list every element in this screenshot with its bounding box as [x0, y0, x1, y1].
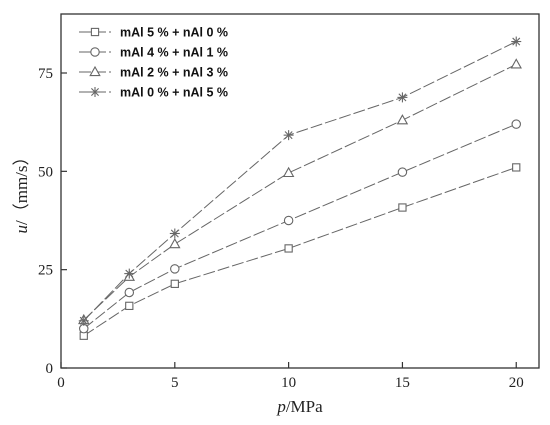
data-point-circle: [397, 167, 408, 177]
data-point-triangle: [282, 166, 295, 178]
legend-item: mAl 5 % + nAl 0 %: [79, 26, 228, 40]
legend-label: mAl 5 % + nAl 0 %: [120, 26, 228, 40]
series-square: [79, 163, 521, 340]
x-axis-title: p/MPa: [276, 397, 323, 416]
series-line: [83, 41, 517, 322]
data-point-triangle: [510, 58, 522, 69]
series-line: [83, 63, 517, 321]
series-line: [83, 123, 517, 330]
data-point-asterisk: [124, 268, 135, 279]
data-point-triangle: [169, 237, 181, 249]
data-point-square: [170, 279, 179, 288]
legend-marker-square: [90, 27, 100, 37]
x-tick-label: 20: [509, 375, 524, 391]
legend-marker-triangle: [89, 65, 101, 77]
y-axis-title: u/（mm/s）: [12, 148, 31, 233]
legend-item: mAl 2 % + nAl 3 %: [79, 66, 228, 80]
data-point-asterisk: [397, 92, 408, 103]
data-point-asterisk: [511, 36, 522, 47]
data-point-circle: [511, 119, 521, 129]
x-tick-label: 15: [395, 375, 410, 391]
x-tick-label: 5: [171, 375, 179, 391]
legend-label: mAl 4 % + nAl 1 %: [120, 46, 228, 60]
x-tick-label: 0: [57, 375, 65, 391]
series-asterisk: [78, 36, 522, 326]
data-point-asterisk: [169, 228, 180, 239]
axis-ticks: [60, 72, 517, 369]
series-layer: [78, 36, 522, 340]
legend: mAl 5 % + nAl 0 % mAl 4 % + nAl 1 % mAl 2 …: [79, 26, 228, 100]
y-tick-label: 25: [38, 263, 53, 279]
data-point-square: [125, 301, 134, 311]
legend-item: mAl 0 % + nAl 5 %: [79, 86, 228, 100]
y-tick-label: 75: [38, 66, 53, 82]
data-point-square: [398, 203, 407, 212]
legend-label: mAl 0 % + nAl 5 %: [120, 86, 228, 100]
y-tick-label: 50: [38, 164, 53, 180]
y-tick-label: 0: [46, 361, 54, 377]
series-circle: [79, 119, 521, 334]
x-tick-label: 10: [281, 375, 296, 391]
data-point-asterisk: [78, 315, 89, 326]
plot-frame: [60, 13, 540, 369]
x-tick-labels: 0 5 10 15 20: [57, 375, 523, 391]
data-point-square: [512, 163, 521, 172]
series-line: [83, 166, 517, 337]
y-tick-labels: 0 25 50 75: [38, 66, 53, 377]
data-point-square: [284, 244, 293, 253]
legend-marker-circle: [90, 47, 100, 57]
legend-marker-asterisk: [90, 87, 100, 97]
legend-item: mAl 4 % + nAl 1 %: [79, 46, 228, 60]
data-point-circle: [283, 215, 294, 226]
legend-label: mAl 2 % + nAl 3 %: [120, 66, 228, 80]
data-point-asterisk: [283, 130, 294, 141]
data-point-circle: [170, 264, 180, 274]
data-point-triangle: [396, 114, 409, 125]
data-point-circle: [124, 287, 135, 298]
